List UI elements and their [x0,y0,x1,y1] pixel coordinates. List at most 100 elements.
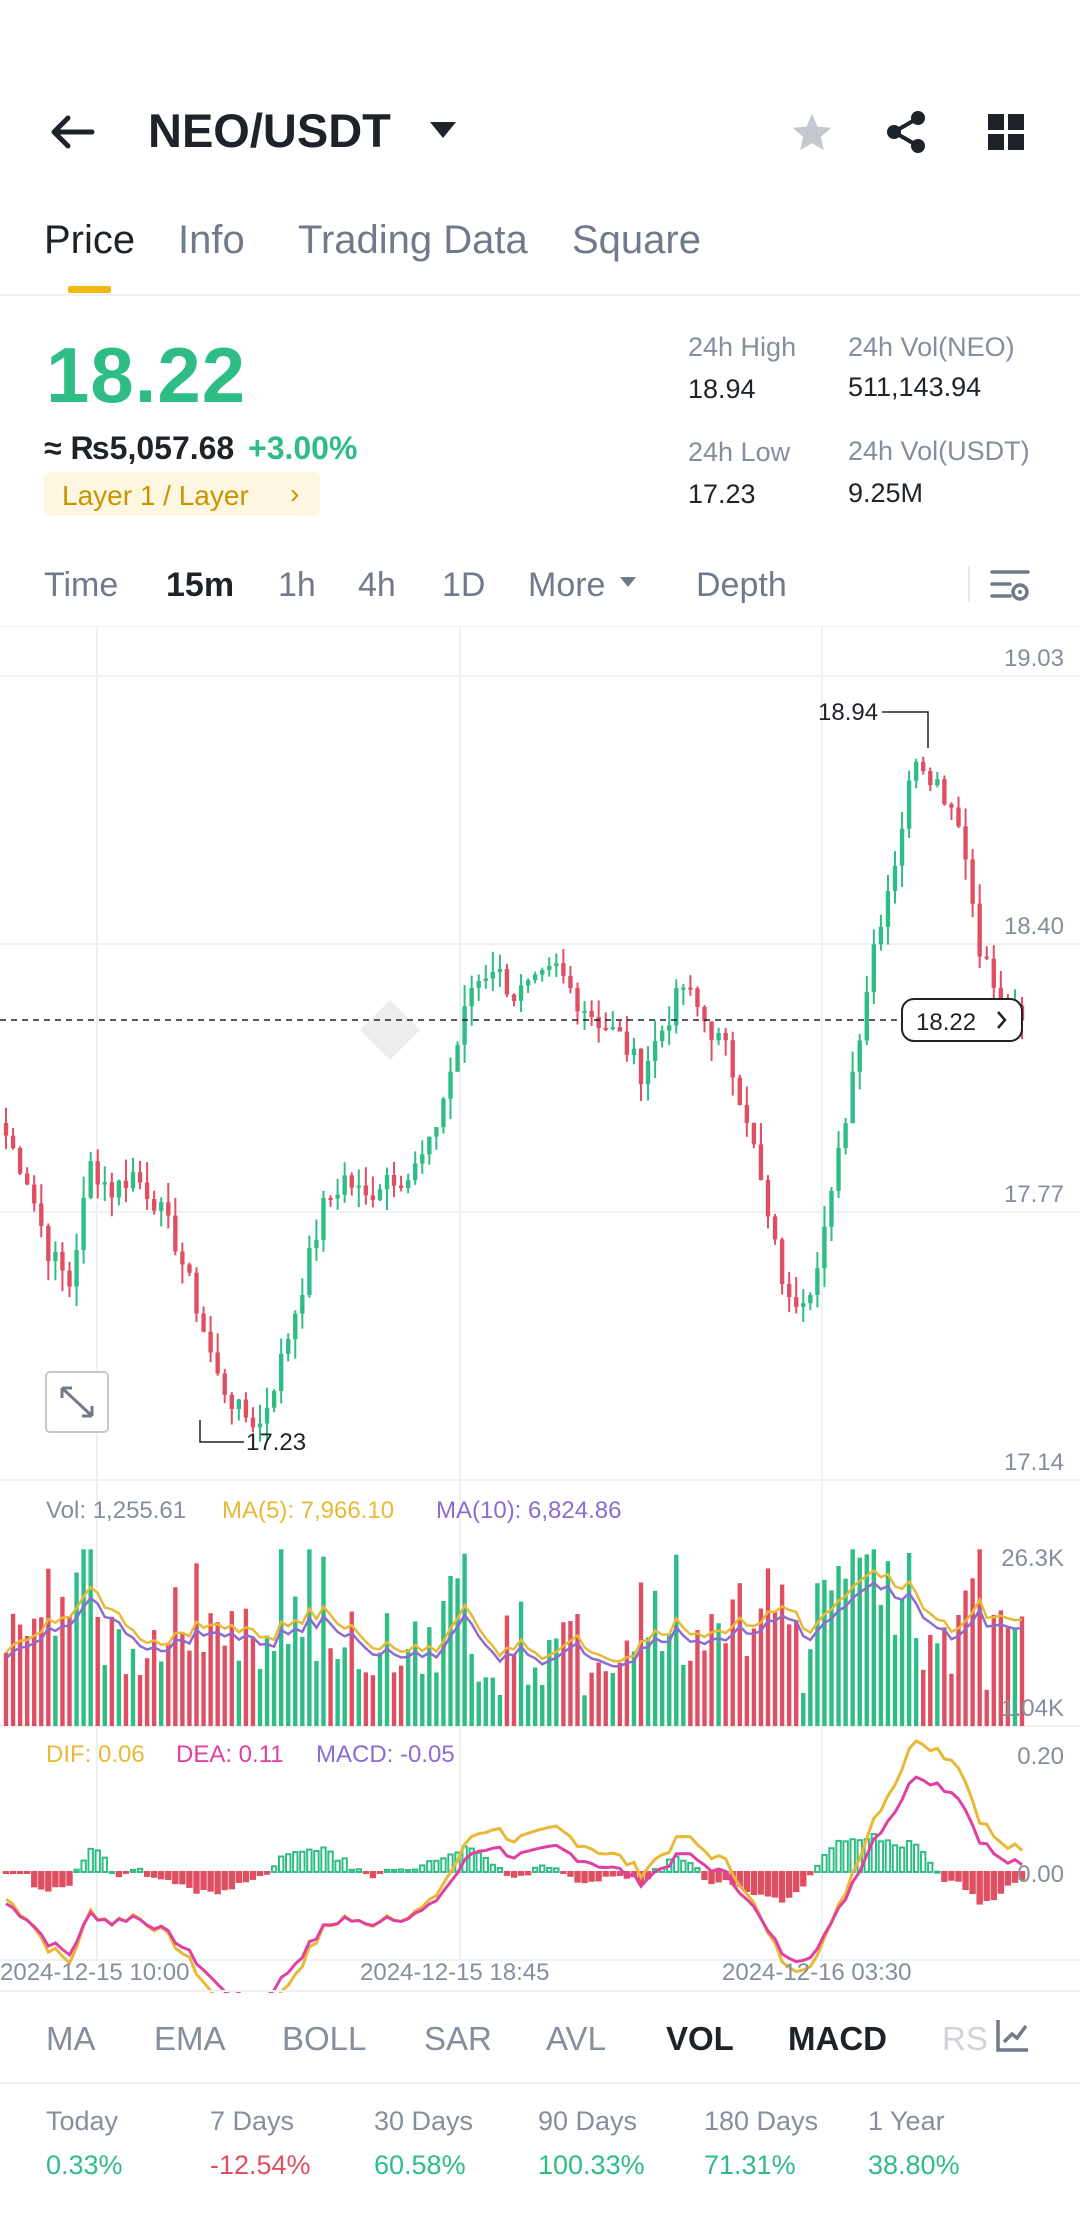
tab-square[interactable]: Square [572,218,701,262]
tf-1h[interactable]: 1h [278,566,316,604]
volume-bar [765,1568,771,1726]
pair-dropdown-button[interactable] [426,118,460,142]
macd-bar [235,1871,243,1883]
macd-bar [821,1854,828,1874]
macd-bar [143,1871,151,1877]
candle-body [561,963,566,976]
macd-bar [242,1871,250,1883]
tf-more[interactable]: More [528,566,606,604]
perf-label: Today [46,2106,119,2136]
volume-bar [702,1650,707,1726]
indicator-ma[interactable]: MA [46,2020,96,2057]
current-price-box[interactable] [901,998,1023,1042]
candle-body [109,1182,115,1198]
category-tag-label[interactable]: Layer 1 / Layer [62,480,249,511]
candle-body [504,968,510,995]
candle-body [328,1197,333,1200]
candle-body [151,1198,157,1211]
macd-bar [292,1851,299,1873]
indicator-vol[interactable]: VOL [666,2020,734,2057]
tab-trading-data[interactable]: Trading Data [298,218,528,262]
tab-info[interactable]: Info [178,218,245,262]
candle-body [885,890,891,927]
candle-body [808,1294,813,1304]
candle-body [384,1174,390,1190]
tf-time[interactable]: Time [44,566,119,604]
macd-bar [764,1871,772,1897]
volume-bar [568,1621,573,1726]
macd-bar [807,1871,814,1876]
volume-bar [624,1640,630,1726]
macd-bar [362,1871,370,1874]
macd-axis-label: 0.00 [1017,1861,1064,1888]
tab-price[interactable]: Price [44,218,136,262]
candle-body [398,1185,404,1189]
volume-bar [864,1554,869,1726]
volume-bar [271,1650,277,1726]
toolbar-divider [968,566,970,602]
macd-bar [419,1864,426,1874]
macd-bar [687,1862,694,1873]
macd-bar [948,1871,955,1881]
macd-bar [934,1870,941,1874]
macd-bar [38,1871,45,1890]
volume-bar [123,1674,129,1726]
indicator-avl[interactable]: AVL [546,2020,606,2057]
volume-bar [483,1677,488,1726]
macd-bar [228,1871,235,1890]
fullscreen-button[interactable] [45,1371,109,1433]
tf-4h[interactable]: 4h [358,566,396,604]
candle-body [137,1172,143,1183]
macd-bar [884,1839,892,1874]
layout-grid-button[interactable] [986,112,1026,152]
indicator-ema[interactable]: EMA [154,2020,226,2057]
volume-bar [547,1640,552,1726]
volume-bar [822,1579,827,1726]
tf-1d[interactable]: 1D [442,566,486,604]
price-chart[interactable]: 18.94 17.23 18.22 19.03 18.40 17.77 17.1… [0,627,1080,1993]
tf-15m[interactable]: 15m [166,566,235,604]
volume-bar [95,1616,100,1726]
indicator-sar[interactable]: SAR [424,2020,492,2057]
chart-grid [0,627,1080,1961]
indicator-settings-button[interactable] [992,2016,1032,2056]
candle-body [681,987,686,990]
tf-depth[interactable]: Depth [696,566,787,604]
macd-bar [496,1867,504,1874]
candle-body [624,1031,630,1055]
volume-bar [39,1617,44,1726]
volume-bar [772,1612,778,1726]
candle-body [370,1195,376,1201]
candle-body [921,761,926,772]
volume-bar [321,1556,326,1726]
volume-bar [906,1552,912,1726]
macd-bar [531,1866,539,1874]
candle-body [652,1041,658,1062]
indicator-rsi[interactable]: RS [942,2020,988,2057]
macd-bar [708,1871,715,1885]
back-button[interactable] [44,108,100,156]
exchange-watermark [360,1000,420,1060]
volume-bar [878,1604,884,1726]
candle-body [17,1148,23,1174]
ma5-legend: MA(5): 7,966.10 [222,1497,394,1524]
pair-title[interactable]: NEO/USDT [148,104,391,157]
macd-bar [376,1871,384,1874]
volume-bar [257,1668,263,1726]
macd-bar [842,1840,849,1874]
volume-bar [589,1672,594,1726]
indicator-macd[interactable]: MACD [788,2020,887,2057]
macd-bar [517,1871,525,1876]
volume-bar [631,1651,637,1726]
favorite-button[interactable] [789,110,835,156]
share-button[interactable] [882,108,930,156]
volume-bar [899,1598,905,1726]
macd-bar [588,1871,595,1882]
category-tag[interactable] [44,472,320,516]
volume-bar [67,1616,72,1726]
macd-bar [553,1867,560,1873]
candle-body [695,988,700,1007]
volume-bar [998,1610,1004,1726]
indicator-boll[interactable]: BOLL [282,2020,367,2057]
chart-settings-button[interactable] [988,564,1032,604]
